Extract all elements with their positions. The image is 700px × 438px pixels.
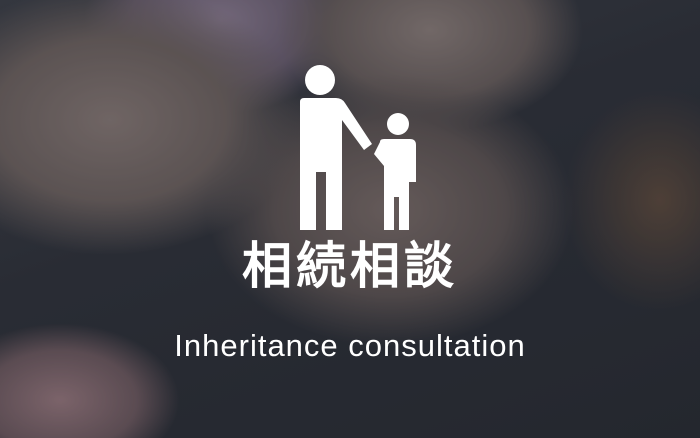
parent-child-icon [290,62,420,232]
card-subtitle: Inheritance consultation [174,328,526,363]
card-title: 相続相談 [242,237,458,295]
